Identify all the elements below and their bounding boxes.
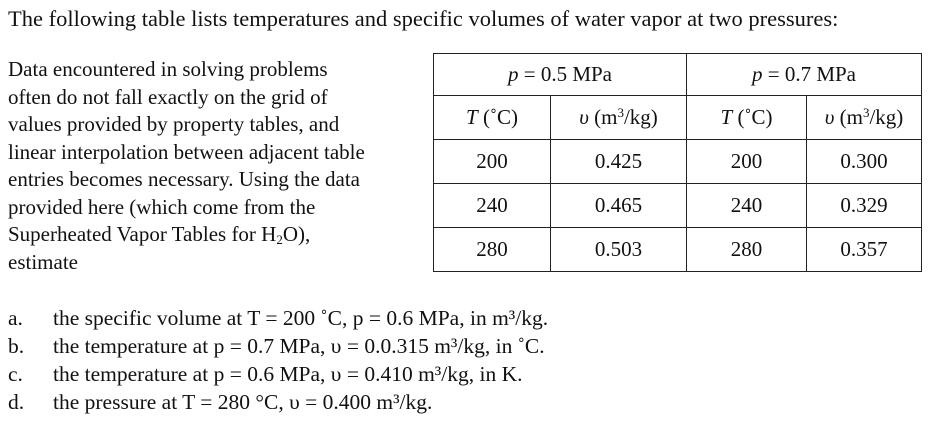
- question-label: b.: [8, 334, 25, 358]
- table-cell: 0.357: [806, 227, 922, 272]
- pressure-group-header: p = 0.7 MPa: [686, 53, 922, 96]
- table-cell: 0.465: [550, 183, 687, 228]
- paragraph-line: provided here (which come from the: [8, 194, 316, 219]
- table-row: 240 0.465 240 0.329: [433, 183, 922, 228]
- question-item: c. the temperature at p = 0.6 MPa, υ = 0…: [8, 360, 548, 388]
- table-row: 200 0.425 200 0.300: [433, 139, 922, 184]
- paragraph-line: entries becomes necessary. Using the dat…: [8, 167, 361, 191]
- question-list: a. the specific volume at T = 200 ˚C, p …: [8, 304, 548, 416]
- property-table: p = 0.5 MPa p = 0.7 MPa T (˚C) υ (m3/kg)…: [433, 53, 922, 272]
- column-header: υ (m3/kg): [806, 95, 922, 140]
- table-row: 280 0.503 280 0.357: [433, 227, 922, 272]
- paragraph-line: values provided by property tables, and: [8, 112, 340, 136]
- column-header: T (˚C): [433, 95, 551, 140]
- paragraph-line: linear interpolation between adjacent ta…: [8, 139, 365, 164]
- question-label: a.: [8, 306, 23, 330]
- question-item: b. the temperature at p = 0.7 MPa, υ = 0…: [8, 332, 548, 360]
- table-cell: 240: [433, 183, 551, 228]
- table-cell: 240: [686, 183, 807, 228]
- table-cell: 0.329: [806, 183, 922, 228]
- table-cell: 280: [433, 227, 551, 272]
- question-label: d.: [8, 390, 25, 414]
- table-cell: 0.425: [550, 139, 687, 184]
- table-cell: 200: [686, 139, 807, 184]
- column-header: υ (m3/kg): [550, 95, 687, 140]
- table-cell: 0.503: [550, 227, 687, 272]
- paragraph-line: often do not fall exactly on the grid of: [8, 84, 328, 109]
- table-cell: 200: [433, 139, 551, 184]
- paragraph-line: Data encountered in solving problems: [8, 57, 328, 81]
- pressure-group-header: p = 0.5 MPa: [433, 53, 687, 96]
- intro-text: The following table lists temperatures a…: [8, 6, 839, 31]
- question-item: d. the pressure at T = 280 °C, υ = 0.400…: [8, 388, 548, 416]
- question-label: c.: [8, 362, 23, 386]
- table-cell: 280: [686, 227, 807, 272]
- question-text: the temperature at p = 0.7 MPa, υ = 0.0.…: [53, 334, 545, 358]
- table-cell: 0.300: [806, 139, 922, 184]
- paragraph-line: Superheated Vapor Tables for H2O),: [8, 222, 311, 247]
- description-paragraph: Data encountered in solving problems oft…: [8, 56, 428, 276]
- question-text: the specific volume at T = 200 ˚C, p = 0…: [53, 306, 549, 330]
- question-text: the temperature at p = 0.6 MPa, υ = 0.41…: [53, 362, 523, 386]
- column-header-row: T (˚C) υ (m3/kg) T (˚C) υ (m3/kg): [433, 95, 922, 140]
- column-header: T (˚C): [686, 95, 807, 140]
- question-item: a. the specific volume at T = 200 ˚C, p …: [8, 304, 548, 332]
- paragraph-line: estimate: [8, 249, 78, 274]
- question-text: the pressure at T = 280 °C, υ = 0.400 m³…: [53, 390, 433, 414]
- pressure-header-row: p = 0.5 MPa p = 0.7 MPa: [433, 53, 922, 96]
